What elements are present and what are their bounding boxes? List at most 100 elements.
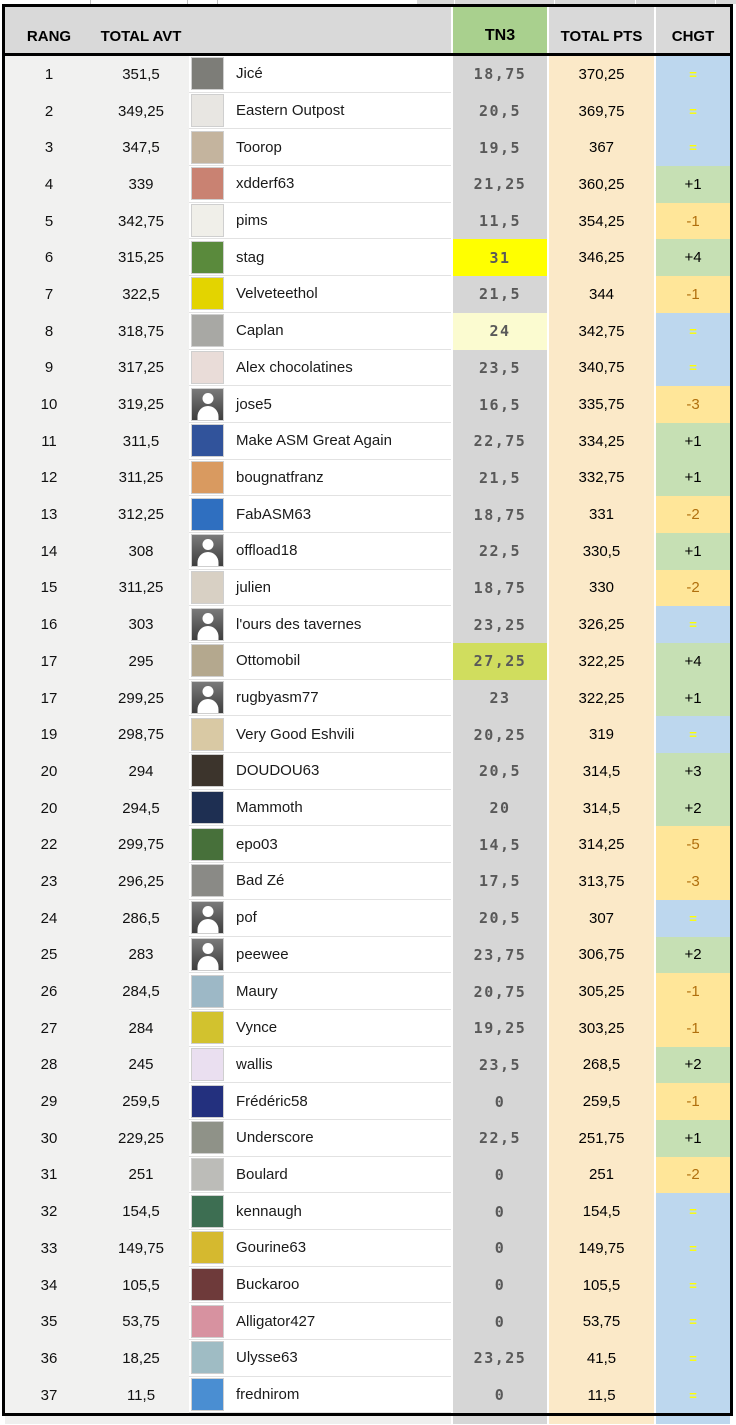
tn3-cell[interactable]: 0 — [451, 1230, 547, 1267]
total-avt-cell[interactable]: 245 — [93, 1046, 189, 1084]
tn3-cell[interactable]: 20,75 — [451, 973, 547, 1010]
total-pts-cell[interactable]: 313,75 — [547, 863, 654, 900]
player-name-cell[interactable]: Caplan — [229, 312, 451, 350]
player-name-cell[interactable]: pims — [229, 202, 451, 240]
chgt-cell[interactable]: = — [654, 129, 730, 167]
rank-cell[interactable]: 20 — [5, 789, 93, 827]
rank-cell[interactable]: 10 — [5, 386, 93, 423]
tn3-cell[interactable]: 0 — [451, 1376, 547, 1414]
total-avt-cell[interactable]: 298,75 — [93, 716, 189, 754]
player-name-cell[interactable]: Gourine63 — [229, 1230, 451, 1267]
player-name-cell[interactable]: l'ours des tavernes — [229, 606, 451, 643]
total-pts-cell[interactable]: 370,25 — [547, 56, 654, 93]
chgt-cell[interactable]: -2 — [654, 496, 730, 533]
total-pts-cell[interactable]: 344 — [547, 276, 654, 313]
total-pts-cell[interactable]: 251 — [547, 1156, 654, 1194]
chgt-cell[interactable]: = — [654, 1266, 730, 1304]
total-avt-cell[interactable]: 295 — [93, 643, 189, 680]
rank-cell[interactable]: 24 — [5, 899, 93, 937]
player-name-cell[interactable]: DOUDOU63 — [229, 753, 451, 790]
tn3-cell[interactable]: 21,25 — [451, 166, 547, 203]
total-avt-cell[interactable]: 342,75 — [93, 202, 189, 240]
total-pts-cell[interactable]: 367 — [547, 129, 654, 167]
player-name-cell[interactable]: Ulysse63 — [229, 1340, 451, 1377]
tn3-cell[interactable]: 0 — [451, 1156, 547, 1194]
chgt-cell[interactable]: +1 — [654, 166, 730, 203]
player-name-cell[interactable]: Toorop — [229, 129, 451, 167]
rank-cell[interactable]: 22 — [5, 826, 93, 864]
rank-cell[interactable]: 4 — [5, 166, 93, 203]
total-pts-cell[interactable]: 332,75 — [547, 459, 654, 497]
chgt-cell[interactable]: -5 — [654, 826, 730, 864]
player-name-cell[interactable]: Ottomobil — [229, 643, 451, 680]
tn3-cell[interactable]: 22,5 — [451, 532, 547, 570]
tn3-cell[interactable]: 23,25 — [451, 606, 547, 643]
total-pts-cell[interactable]: 319 — [547, 716, 654, 754]
rank-cell[interactable]: 6 — [5, 239, 93, 277]
tn3-cell[interactable]: 23 — [451, 679, 547, 717]
rank-cell[interactable]: 1 — [5, 56, 93, 93]
player-name-cell[interactable]: bougnatfranz — [229, 459, 451, 497]
total-avt-cell[interactable]: 319,25 — [93, 386, 189, 423]
chgt-cell[interactable]: = — [654, 312, 730, 350]
chgt-cell[interactable]: -3 — [654, 386, 730, 423]
total-avt-cell[interactable]: 317,25 — [93, 349, 189, 387]
tn3-cell[interactable]: 23,5 — [451, 349, 547, 387]
total-avt-cell[interactable]: 229,25 — [93, 1119, 189, 1157]
tn3-cell[interactable]: 0 — [451, 1083, 547, 1120]
total-avt-cell[interactable]: 303 — [93, 606, 189, 643]
chgt-cell[interactable]: -3 — [654, 863, 730, 900]
total-pts-cell[interactable]: 251,75 — [547, 1119, 654, 1157]
rank-cell[interactable]: 14 — [5, 532, 93, 570]
total-avt-cell[interactable]: 294 — [93, 753, 189, 790]
rank-cell[interactable]: 27 — [5, 1009, 93, 1047]
player-name-cell[interactable]: Make ASM Great Again — [229, 422, 451, 460]
player-name-cell[interactable]: xdderf63 — [229, 166, 451, 203]
rank-cell[interactable]: 28 — [5, 1046, 93, 1084]
tn3-cell[interactable]: 23,25 — [451, 1340, 547, 1377]
player-name-cell[interactable]: rugbyasm77 — [229, 679, 451, 717]
rank-cell[interactable]: 5 — [5, 202, 93, 240]
header-chgt[interactable]: CHGT — [654, 7, 730, 53]
rank-cell[interactable]: 29 — [5, 1083, 93, 1120]
total-pts-cell[interactable]: 331 — [547, 496, 654, 533]
total-pts-cell[interactable]: 306,75 — [547, 936, 654, 974]
player-name-cell[interactable]: FabASM63 — [229, 496, 451, 533]
total-pts-cell[interactable]: 307 — [547, 899, 654, 937]
total-avt-cell[interactable]: 284 — [93, 1009, 189, 1047]
total-avt-cell[interactable]: 251 — [93, 1156, 189, 1194]
total-pts-cell[interactable]: 105,5 — [547, 1266, 654, 1304]
chgt-cell[interactable]: = — [654, 56, 730, 93]
total-pts-cell[interactable]: 342,75 — [547, 312, 654, 350]
total-avt-cell[interactable]: 311,25 — [93, 569, 189, 607]
total-avt-cell[interactable]: 318,75 — [93, 312, 189, 350]
rank-cell[interactable]: 8 — [5, 312, 93, 350]
total-pts-cell[interactable]: 303,25 — [547, 1009, 654, 1047]
tn3-cell[interactable]: 20,5 — [451, 92, 547, 130]
tn3-cell[interactable]: 23,5 — [451, 1046, 547, 1084]
player-name-cell[interactable]: Buckaroo — [229, 1266, 451, 1304]
player-name-cell[interactable]: frednirom — [229, 1376, 451, 1414]
chgt-cell[interactable]: = — [654, 606, 730, 643]
player-name-cell[interactable]: Eastern Outpost — [229, 92, 451, 130]
header-total-pts[interactable]: TOTAL PTS — [547, 7, 654, 53]
total-avt-cell[interactable]: 284,5 — [93, 973, 189, 1010]
rank-cell[interactable]: 31 — [5, 1156, 93, 1194]
tn3-cell[interactable]: 18,75 — [451, 56, 547, 93]
total-avt-cell[interactable]: 18,25 — [93, 1340, 189, 1377]
chgt-cell[interactable]: +2 — [654, 936, 730, 974]
total-pts-cell[interactable]: 314,25 — [547, 826, 654, 864]
tn3-cell[interactable]: 31 — [451, 239, 547, 277]
total-pts-cell[interactable]: 154,5 — [547, 1193, 654, 1230]
rank-cell[interactable]: 20 — [5, 753, 93, 790]
total-pts-cell[interactable]: 305,25 — [547, 973, 654, 1010]
rank-cell[interactable]: 33 — [5, 1230, 93, 1267]
chgt-cell[interactable]: = — [654, 899, 730, 937]
player-name-cell[interactable]: Alex chocolatines — [229, 349, 451, 387]
chgt-cell[interactable]: +1 — [654, 422, 730, 460]
total-pts-cell[interactable]: 322,25 — [547, 643, 654, 680]
player-name-cell[interactable]: Bad Zé — [229, 863, 451, 900]
player-name-cell[interactable]: Frédéric58 — [229, 1083, 451, 1120]
tn3-cell[interactable]: 11,5 — [451, 202, 547, 240]
total-avt-cell[interactable]: 322,5 — [93, 276, 189, 313]
